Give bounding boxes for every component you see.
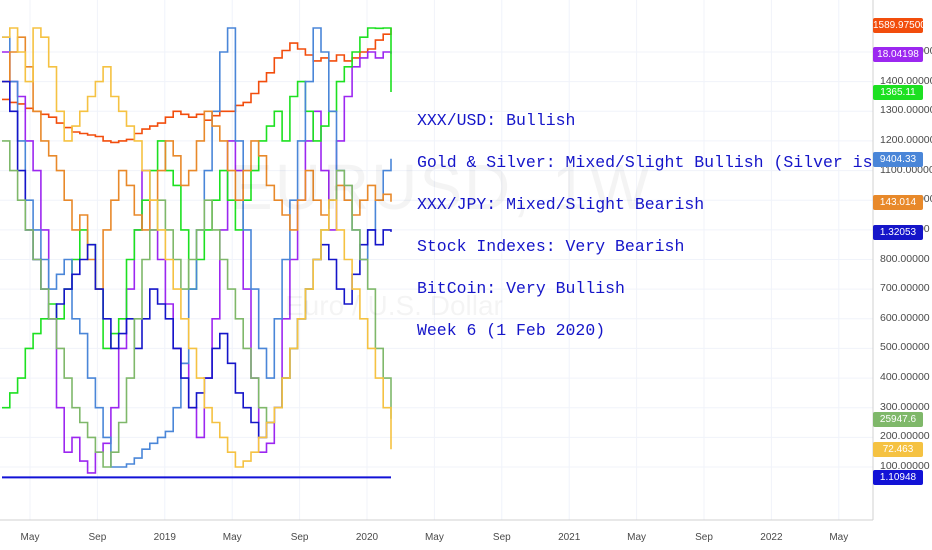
y-tick-label-13: 200.00000 xyxy=(880,430,930,443)
x-tick-label-1: Sep xyxy=(88,532,107,543)
note-bitcoin: BitCoin: Very Bullish xyxy=(417,279,625,298)
price-badge-4: 143.014 xyxy=(873,194,923,210)
note-gold-silver: Gold & Silver: Mixed/Slight Bullish (Sil… xyxy=(417,153,873,172)
price-badge-0: 1589.97500 xyxy=(873,18,923,34)
x-tick-label-12: May xyxy=(829,532,849,543)
y-tick-label-11: 400.00000 xyxy=(880,371,930,384)
x-tick-label-10: Sep xyxy=(695,532,713,543)
x-tick-label-11: 2022 xyxy=(760,532,783,543)
price-badge-7: 72.463 xyxy=(873,442,923,458)
y-tick-label-12: 300.00000 xyxy=(880,400,930,413)
y-tick-label-8: 700.00000 xyxy=(880,282,930,295)
x-tick-label-9: May xyxy=(627,532,647,543)
x-tick-label-7: Sep xyxy=(492,532,511,543)
y-tick-label-3: 1200.00000 xyxy=(880,133,932,146)
y-tick-label-2: 1300.00000 xyxy=(880,104,932,117)
y-tick-label-1: 1400.00000 xyxy=(880,74,932,87)
price-badge-2: 1365.11 xyxy=(873,85,923,101)
series-line-7 xyxy=(2,27,392,468)
x-tick-label-4: Sep xyxy=(290,532,309,543)
y-tick-label-9: 600.00000 xyxy=(880,311,930,324)
series-line-1 xyxy=(2,51,392,474)
price-badge-1: 18.04198 xyxy=(873,46,923,62)
y-tick-label-7: 800.00000 xyxy=(880,252,930,265)
x-tick-label-6: May xyxy=(424,532,444,543)
price-badge-8: 1.10948 xyxy=(873,470,923,486)
y-tick-label-10: 500.00000 xyxy=(880,341,930,354)
price-badge-5: 1.32053 xyxy=(873,224,923,240)
series-line-5 xyxy=(2,80,392,439)
note-xxx-jpy: XXX/JPY: Mixed/Slight Bearish xyxy=(417,195,705,214)
y-tick-label-14: 100.00000 xyxy=(880,460,930,472)
note-stock-indexes: Stock Indexes: Very Bearish xyxy=(417,237,685,256)
series-line-0 xyxy=(2,28,392,144)
note-xxx-usd: XXX/USD: Bullish xyxy=(417,111,576,130)
price-badge-6: 25947.6 xyxy=(873,411,923,427)
x-tick-label-5: 2020 xyxy=(355,532,379,543)
x-tick-label-3: May xyxy=(222,532,242,543)
price-badge-3: 9404.33 xyxy=(873,151,923,167)
series-layer xyxy=(2,27,392,479)
x-tick-label-0: May xyxy=(20,532,40,543)
x-tick-label-8: 2021 xyxy=(558,532,581,543)
note-week: Week 6 (1 Feb 2020) xyxy=(417,321,606,340)
x-tick-label-2: 2019 xyxy=(153,532,176,543)
